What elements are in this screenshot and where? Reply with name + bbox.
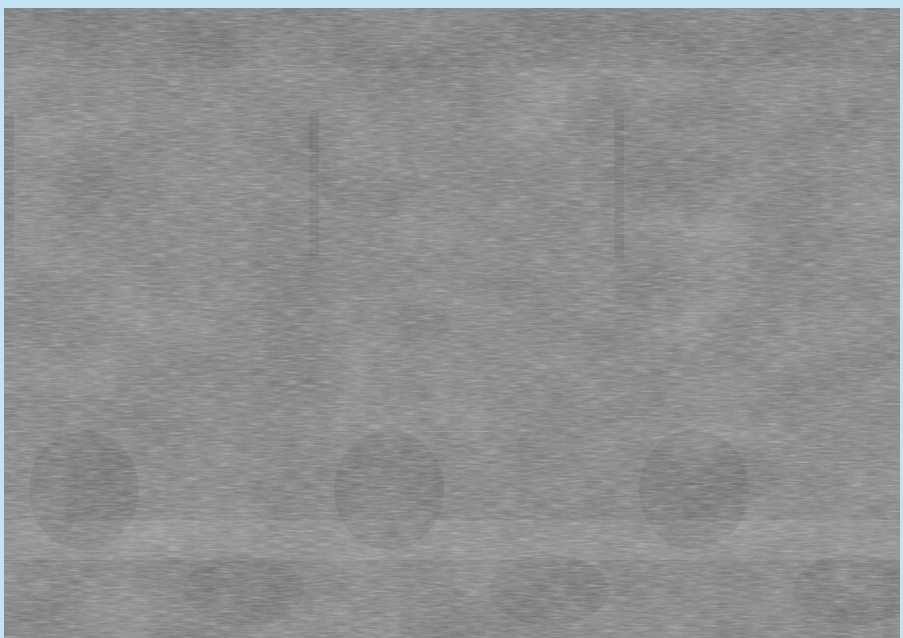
texture-image — [4, 8, 900, 638]
image-grain — [4, 8, 900, 638]
